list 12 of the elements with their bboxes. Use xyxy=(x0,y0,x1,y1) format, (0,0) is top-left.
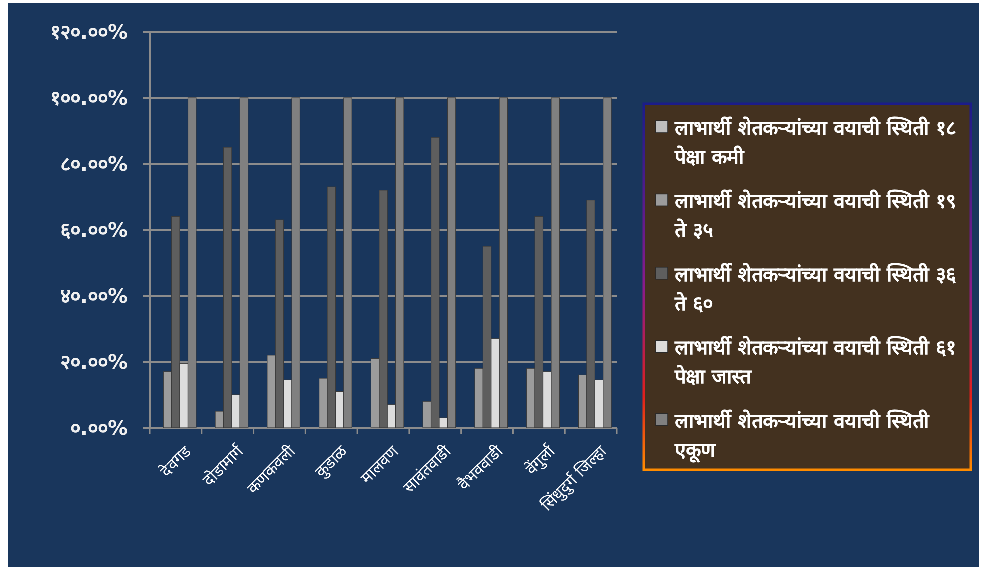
legend-label: लाभार्थी शेतकऱ्यांच्या वयाची स्थिती १९ ते ३५ xyxy=(674,189,956,242)
legend-label: लाभार्थी शेतकऱ्यांच्या वयाची स्थिती १८ पेक्षा कमी xyxy=(674,116,956,169)
y-tick-label: ८०.००% xyxy=(60,152,128,176)
y-tick-label: २०.००% xyxy=(60,350,128,374)
y-tick-label: १२०.००% xyxy=(50,20,128,44)
y-tick-label: १००.००% xyxy=(50,86,128,110)
legend-label: लाभार्थी शेतकऱ्यांच्या वयाची स्थिती ६१ पेक्षा जास्त xyxy=(674,336,956,389)
y-tick-label: ६०.००% xyxy=(60,218,128,242)
y-tick-label: ४०.००% xyxy=(60,284,128,308)
legend-label: लाभार्थी शेतकऱ्यांच्या वयाची स्थिती ३६ ते ६० xyxy=(674,262,957,316)
y-tick-label: ०.००% xyxy=(70,416,128,440)
legend-label: लाभार्थी शेतकऱ्यांच्या वयाची स्थिती एकूण xyxy=(674,408,930,463)
